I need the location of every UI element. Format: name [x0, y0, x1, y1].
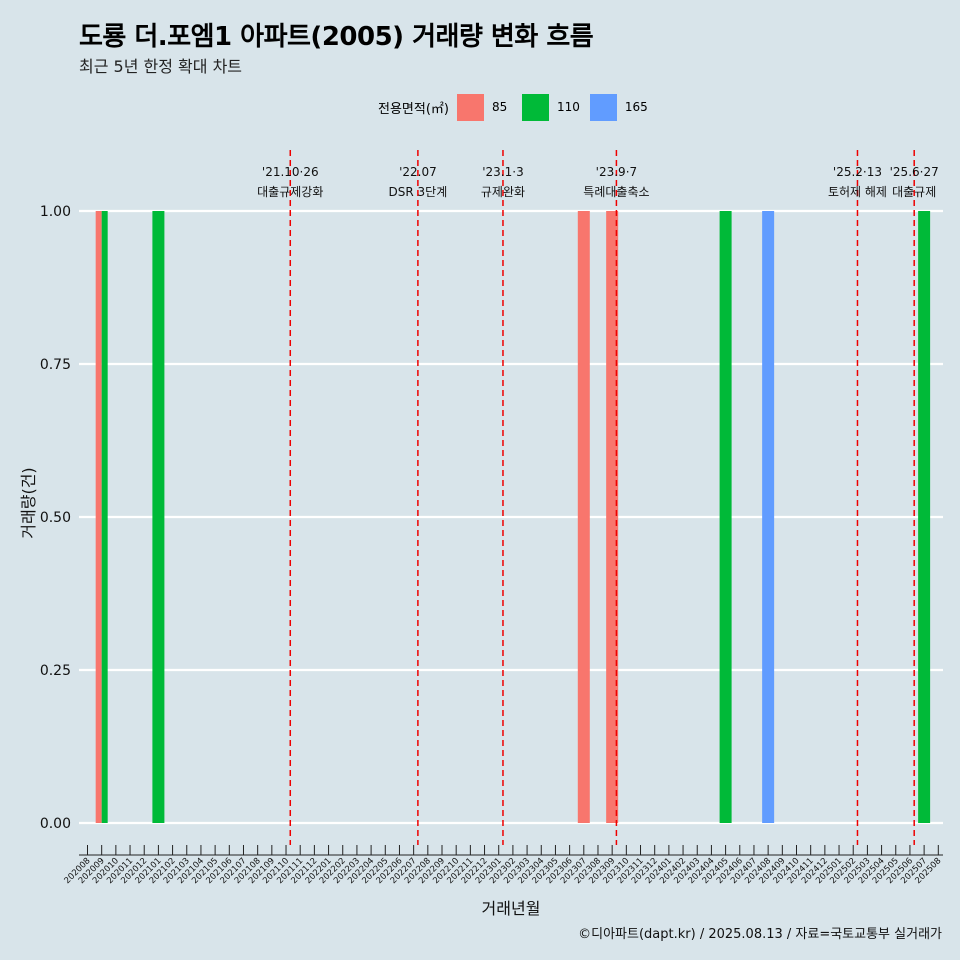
event-date-label: '23.1·3 — [482, 165, 523, 179]
chart-title: 도룡 더.포엠1 아파트(2005) 거래량 변화 흐름 — [79, 22, 594, 52]
bar-202309-85 — [606, 211, 619, 823]
legend-key-165 — [589, 93, 617, 121]
y-tick-label: 0.50 — [40, 510, 71, 526]
event-name-label: DSR 3단계 — [389, 185, 448, 199]
event-name-label: 대출규제강화 — [257, 185, 323, 199]
chart-subtitle: 최근 5년 한정 확대 차트 — [79, 57, 243, 76]
legend-item-110: 110 — [521, 93, 580, 121]
event-name-label: 특례대출축소 — [583, 185, 649, 199]
legend-title: 전용면적(㎡) — [378, 101, 449, 117]
event-name-label: 대출규제 — [892, 185, 936, 199]
event-date-label: '25.6·27 — [890, 165, 939, 179]
bar-202009-85 — [95, 211, 102, 823]
event-date-label: '21.10·26 — [262, 165, 319, 179]
source-caption: ©디아파트(dapt.kr) / 2025.08.13 / 자료=국토교통부 실… — [578, 927, 942, 942]
bar-202307-85 — [577, 211, 590, 823]
bar-202405-110 — [719, 211, 732, 823]
legend: 전용면적(㎡) 85 110 165 — [378, 93, 658, 121]
x-axis-title: 거래년월 — [482, 899, 541, 918]
legend-label-110: 110 — [556, 100, 580, 114]
legend-label-165: 165 — [624, 100, 648, 114]
y-axis-title: 거래량(건) — [19, 467, 38, 538]
legend-item-85: 85 — [456, 93, 512, 121]
legend-key-110 — [521, 93, 549, 121]
bar-202507-110 — [918, 211, 931, 823]
legend-item-165: 165 — [589, 93, 648, 121]
y-tick-label: 0.00 — [40, 816, 71, 832]
event-name-label: 규제완화 — [481, 185, 525, 199]
y-tick-label: 1.00 — [40, 204, 71, 220]
event-date-label: '25.2·13 — [833, 165, 882, 179]
event-name-label: 토허제 해제 — [828, 185, 887, 199]
y-tick-label: 0.75 — [40, 357, 71, 373]
legend-label-85: 85 — [491, 100, 508, 114]
bar-202408-165 — [762, 211, 775, 823]
event-date-label: '23.9·7 — [596, 165, 637, 179]
legend-key-85 — [456, 93, 484, 121]
y-tick-label: 0.25 — [40, 663, 71, 679]
bar-202101-110 — [152, 211, 165, 823]
event-date-label: '22.07 — [399, 165, 437, 179]
bar-202009-110 — [101, 211, 108, 823]
